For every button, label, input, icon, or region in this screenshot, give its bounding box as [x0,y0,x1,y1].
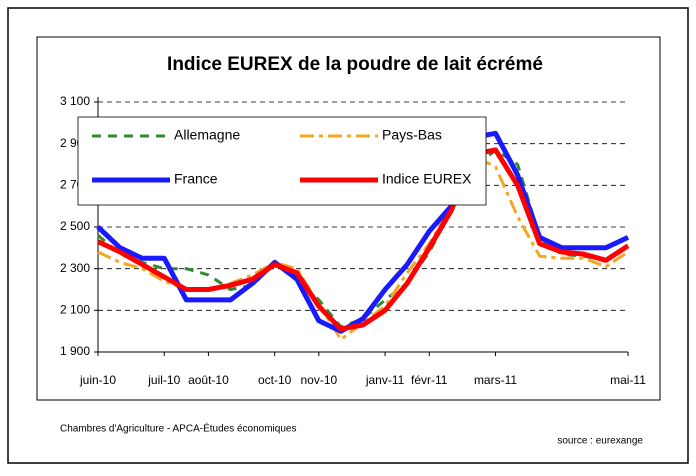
chart-frame [36,36,661,401]
x-tick-label: juin-10 [79,373,116,387]
x-tick-label: janv-11 [365,373,405,387]
legend-label: Allemagne [174,127,240,143]
x-tick-label: mai-11 [610,373,646,387]
series-line [97,148,629,329]
y-tick-label: 3 100 [60,94,90,108]
chart-title: Indice EUREX de la poudre de lait écrémé [167,54,543,75]
y-tick-label: 1 900 [60,344,90,358]
legend-label: France [174,171,218,187]
x-tick-label: nov-10 [300,373,337,387]
source: source : eurexange [557,436,643,447]
y-tick-label: 2 100 [60,303,90,317]
x-tick-label: juil-10 [147,373,180,387]
x-tick-label: févr-11 [411,373,448,387]
x-tick-label: mars-11 [474,373,517,387]
x-tick-label: oct-10 [258,373,292,387]
y-tick-label: 2 500 [60,219,90,233]
legend-box [77,116,487,206]
series-line [96,147,630,332]
y-tick-label: 2 300 [60,261,90,275]
legend-label: Indice EUREX [382,171,472,187]
x-tick-label: août-10 [188,373,229,387]
credit: Chambres d'Agriculture - APCA-Études éco… [60,422,296,435]
legend-label: Pays-Bas [382,127,442,143]
